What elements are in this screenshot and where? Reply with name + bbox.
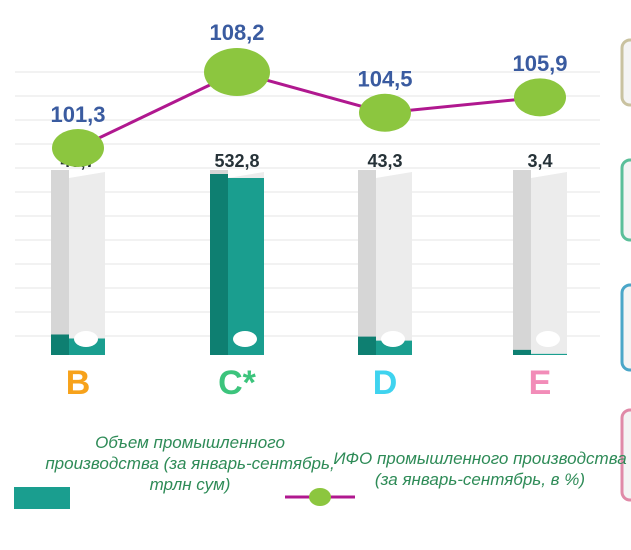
- line: [77, 70, 541, 150]
- line-value-label: 105,9: [512, 51, 567, 76]
- category-label: C*: [218, 364, 257, 402]
- category-label: D: [373, 364, 398, 402]
- line-marker: [514, 78, 566, 117]
- side-cards: [620, 38, 631, 502]
- bar-dot: [74, 331, 98, 347]
- line-marker: [52, 129, 104, 167]
- bar: [513, 349, 567, 355]
- bar-front: [228, 178, 264, 355]
- bar-value-label: 3,4: [527, 151, 552, 171]
- legend-bar-text: Объем промышленного производства (за янв…: [45, 433, 335, 494]
- category-label: B: [66, 364, 91, 402]
- bar-side: [513, 349, 531, 355]
- bar-shell-side: [358, 170, 376, 355]
- bar-side: [358, 336, 376, 355]
- bar-dot: [233, 331, 257, 347]
- line-value-label: 108,2: [209, 20, 264, 45]
- bar-side: [51, 334, 69, 355]
- bar-side: [210, 174, 228, 355]
- bar: [210, 174, 264, 355]
- bar-value-label: 43,3: [367, 151, 402, 171]
- bar-dot: [381, 331, 405, 347]
- line-marker: [204, 48, 270, 96]
- line-marker: [359, 93, 411, 132]
- legend-line-text: ИФО промышленного производства (за январ…: [333, 449, 627, 489]
- category-label: E: [529, 364, 552, 402]
- legend-marker-swatch: [309, 488, 331, 506]
- bar-dot: [536, 331, 560, 347]
- line-value-label: 104,5: [357, 67, 412, 92]
- bar-value-label: 532,8: [214, 151, 259, 171]
- grid: [15, 71, 600, 337]
- line-layer: 101,3 108,2 104,5 105,9: [50, 20, 568, 167]
- bars: 49,7B532,8C*43,3D3,4E: [51, 151, 567, 402]
- bar-shell-side: [513, 170, 531, 355]
- legend-bar-swatch: [14, 487, 70, 509]
- line-value-label: 101,3: [50, 102, 105, 127]
- bar-shell-side: [51, 170, 69, 355]
- bar-front: [531, 353, 567, 355]
